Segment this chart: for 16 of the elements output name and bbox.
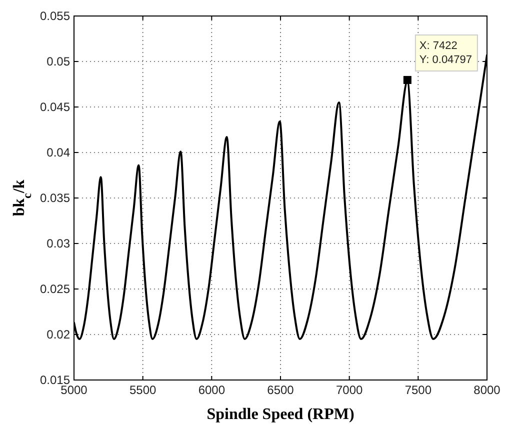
y-tick-label: 0.025 [40,282,70,296]
y-tick-label: 0.03 [46,236,70,250]
y-tick-label: 0.045 [40,100,70,114]
annotation: X: 7422 Y: 0.04797 [419,40,472,66]
x-tick-label: 6000 [198,383,226,397]
x-tick-label: 5500 [129,383,157,397]
x-tick-label: 8000 [474,383,501,397]
y-tick-label: 0.04 [46,146,70,160]
y-tick-label: 0.02 [46,328,70,342]
x-tick-label: 7000 [336,383,364,397]
y-tick-label: 0.05 [46,54,70,68]
x-axis-title: Spindle Speed (RPM) [206,406,354,423]
y-tick-label: 0.035 [40,191,70,205]
x-tick-label: 6500 [267,383,294,397]
y-tick-label: 0.055 [40,9,70,23]
x-tick-label: 7500 [404,383,432,397]
